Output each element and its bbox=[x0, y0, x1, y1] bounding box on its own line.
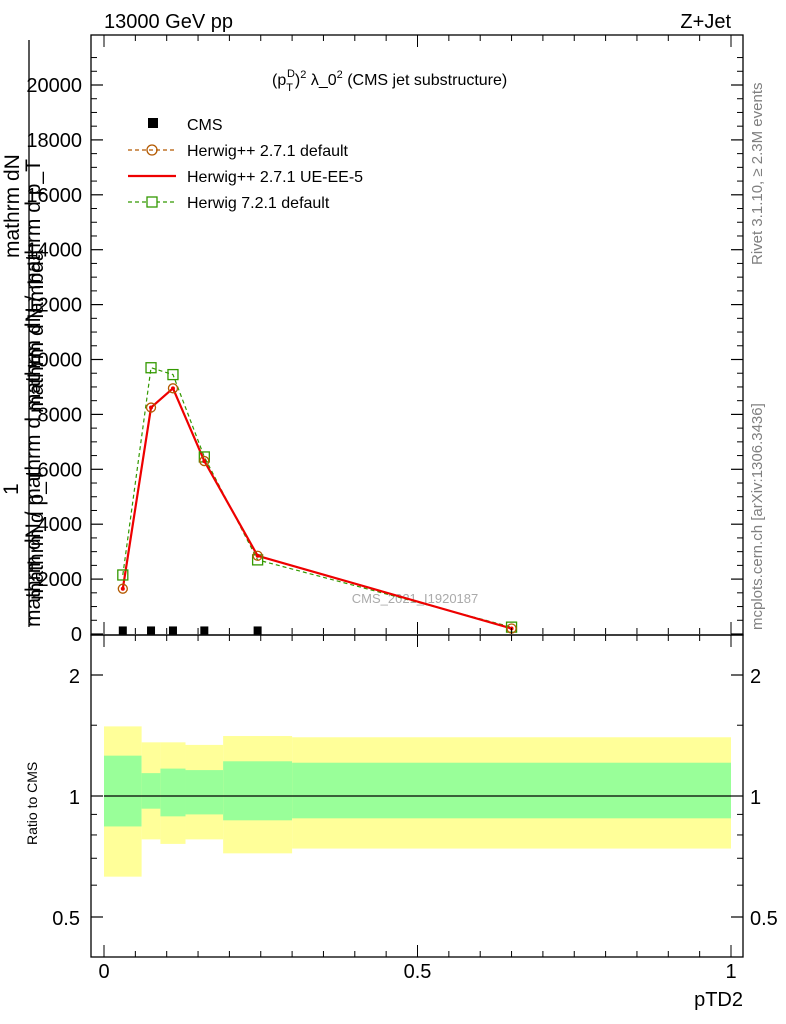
point-herwig721 bbox=[167, 368, 179, 381]
point-cms bbox=[253, 626, 262, 635]
series-line-herwig721 bbox=[122, 366, 512, 628]
y-axis-label-ratio: Ratio to CMS bbox=[24, 762, 40, 845]
ratio-band-inner bbox=[160, 768, 186, 817]
y-label-dn: mathrm dN bbox=[1, 154, 24, 258]
point-herwig-default bbox=[167, 383, 179, 394]
analysis-watermark: CMS_2021_I1920187 bbox=[352, 591, 479, 606]
top-axes: 0 2000 4000 6000 8000 10000 12000 14000 16000 180… bbox=[26, 35, 743, 646]
legend-marker-herwig-default bbox=[146, 144, 158, 156]
process-label: Z+Jet bbox=[680, 11, 731, 33]
legend-marker-herwig721 bbox=[146, 196, 158, 208]
x-tick-label: 0 bbox=[98, 961, 109, 983]
ratio-band-inner bbox=[223, 761, 293, 821]
ratio-axes: 0.5 0.5 1 1 2 2 0 0.5 1 bbox=[52, 635, 778, 983]
legend-cms-marker bbox=[148, 118, 158, 128]
y-label-dlambda: mathrm d lambda bbox=[25, 249, 48, 413]
y-tick-label: 16000 bbox=[26, 185, 82, 207]
point-herwig-ueee5 bbox=[149, 405, 154, 410]
energy-label: 13000 GeV pp bbox=[104, 11, 233, 33]
chart-title: (pTD)2 λ_02 (CMS jet substructure) bbox=[272, 68, 507, 94]
point-herwig-ueee5 bbox=[202, 459, 207, 464]
y-tick-label: 12000 bbox=[26, 295, 82, 317]
x-axis-label: pTD2 bbox=[694, 989, 743, 1011]
ratio-bands bbox=[104, 726, 731, 877]
ratio-y-tick-label: 0.5 bbox=[52, 908, 80, 930]
point-herwig-default bbox=[117, 583, 128, 594]
legend: CMS Herwig++ 2.7.1 default Herwig++ 2.7.… bbox=[128, 117, 363, 212]
point-herwig721 bbox=[117, 569, 129, 581]
ratio-y-tick-label: 2 bbox=[69, 666, 80, 688]
ratio-band-inner bbox=[141, 773, 161, 809]
y-label-one: 1 bbox=[0, 483, 23, 495]
point-herwig721 bbox=[145, 362, 157, 374]
mcplots-text: mcplots.cern.ch [arXiv:1306.3436] bbox=[749, 403, 766, 630]
point-herwig-ueee5 bbox=[255, 553, 260, 558]
point-cms bbox=[118, 626, 127, 635]
y-tick-label: 10000 bbox=[26, 350, 82, 372]
point-herwig-default bbox=[145, 402, 157, 413]
point-cms bbox=[147, 626, 156, 635]
y-axis-label-top: 1 mathrm dN mathrm d lambda mathrm dN / … bbox=[0, 40, 48, 627]
y-tick-label: 14000 bbox=[26, 240, 82, 262]
ratio-band-inner bbox=[104, 755, 142, 827]
ratio-y-tick-label-right: 1 bbox=[750, 787, 761, 809]
legend-label-herwig721: Herwig 7.2.1 default bbox=[187, 195, 330, 212]
point-herwig-default bbox=[199, 455, 210, 467]
x-tick-label: 0.5 bbox=[404, 961, 432, 983]
point-herwig-ueee5 bbox=[120, 586, 125, 591]
top-series bbox=[117, 362, 518, 635]
series-line-herwig-ueee5 bbox=[121, 386, 512, 630]
ratio-band-inner bbox=[292, 762, 731, 819]
ratio-band-inner bbox=[185, 770, 224, 815]
legend-label-cms: CMS bbox=[187, 117, 223, 134]
point-cms bbox=[168, 626, 177, 635]
ratio-y-tick-label: 1 bbox=[69, 787, 80, 809]
y-tick-label: 8000 bbox=[38, 404, 83, 426]
legend-label-herwig-ueee5: Herwig++ 2.7.1 UE-EE-5 bbox=[187, 169, 363, 186]
y-tick-label: 6000 bbox=[38, 459, 83, 481]
point-herwig-default bbox=[252, 550, 263, 561]
y-tick-label: 2000 bbox=[38, 569, 83, 591]
rivet-version-text: Rivet 3.1.10, ≥ 2.3M events bbox=[749, 83, 766, 266]
y-tick-label: 18000 bbox=[26, 130, 82, 152]
ratio-y-tick-label-right: 2 bbox=[750, 666, 761, 688]
ratio-y-tick-label-right: 0.5 bbox=[750, 908, 778, 930]
y-tick-label: 20000 bbox=[26, 75, 82, 97]
point-herwig-ueee5 bbox=[170, 386, 175, 391]
point-cms bbox=[200, 626, 209, 635]
y-tick-label: 0 bbox=[71, 624, 82, 646]
y-tick-label: 4000 bbox=[38, 514, 83, 536]
x-tick-label: 1 bbox=[725, 961, 736, 983]
y-label-pt-denom: mathrm d p_T bbox=[25, 469, 48, 600]
y-label-full: mathrm dN / mathrm d mathrm dN / mathrm … bbox=[22, 159, 45, 627]
legend-label-herwig-default: Herwig++ 2.7.1 default bbox=[187, 143, 349, 160]
